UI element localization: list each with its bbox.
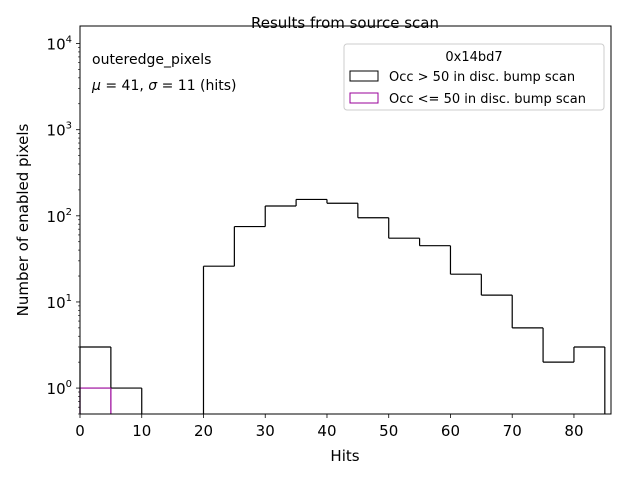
mu-symbol: μ — [91, 78, 101, 94]
legend-swatch-occ-le-50 — [349, 92, 379, 104]
x-tick-label: 10 — [132, 422, 151, 440]
sigma-value: = 11 (hits) — [157, 78, 236, 94]
y-tick-base: 10 — [47, 208, 66, 226]
y-tick-exponent: 4 — [66, 35, 72, 46]
x-axis: 0 10 20 30 40 50 60 70 80 — [75, 414, 584, 440]
y-tick-label: 104 — [47, 35, 72, 54]
x-tick-label: 80 — [564, 422, 583, 440]
legend-title: 0x14bd7 — [445, 50, 502, 65]
x-tick-label: 70 — [503, 422, 522, 440]
sigma-symbol: σ — [148, 78, 158, 94]
y-tick-exponent: 2 — [66, 207, 72, 218]
y-tick-base: 10 — [47, 122, 66, 140]
series-layer — [79, 198, 606, 414]
mu-value: = 41, — [101, 78, 148, 94]
legend-label-occ-gt-50: Occ > 50 in disc. bump scan — [389, 70, 575, 85]
annotation-name: outeredge_pixels — [92, 52, 211, 68]
histogram-series-0 — [79, 198, 606, 414]
x-axis-label: Hits — [330, 447, 359, 465]
x-tick-label: 20 — [194, 422, 213, 440]
x-tick-label: 50 — [379, 422, 398, 440]
histogram-series-1 — [79, 387, 112, 414]
y-tick-label: 103 — [47, 121, 72, 140]
y-tick-exponent: 3 — [66, 121, 72, 132]
x-tick-label: 60 — [441, 422, 460, 440]
plot-area — [79, 198, 606, 414]
y-tick-base: 10 — [47, 36, 66, 54]
x-tick-label: 40 — [317, 422, 336, 440]
y-tick-label: 100 — [47, 379, 72, 398]
legend: 0x14bd7 Occ > 50 in disc. bump scan Occ … — [343, 43, 605, 111]
x-tick-label: 30 — [256, 422, 275, 440]
legend-box — [343, 43, 605, 111]
y-tick-base: 10 — [47, 294, 66, 312]
x-tick-label: 0 — [75, 422, 85, 440]
legend-swatch-occ-gt-50 — [349, 70, 379, 82]
y-tick-exponent: 1 — [66, 293, 72, 304]
chart-title: Results from source scan — [251, 14, 439, 32]
y-tick-exponent: 0 — [66, 379, 72, 390]
annotation-stats: μ = 41, σ = 11 (hits) — [91, 78, 237, 94]
y-tick-base: 10 — [47, 380, 66, 398]
y-tick-label: 101 — [47, 293, 72, 312]
y-tick-label: 102 — [47, 207, 72, 226]
y-axis-label: Number of enabled pixels — [14, 123, 32, 316]
legend-label-occ-le-50: Occ <= 50 in disc. bump scan — [389, 92, 586, 107]
